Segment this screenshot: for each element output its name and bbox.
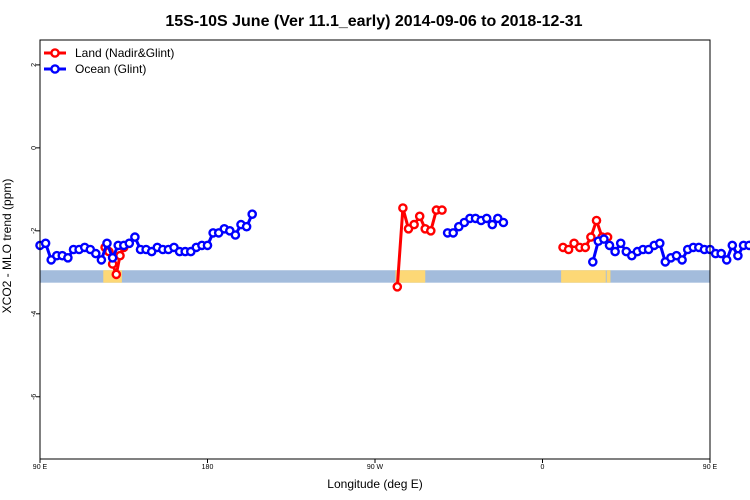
ocean-point — [247, 209, 257, 219]
ocean-point — [498, 217, 509, 228]
land-point — [392, 281, 403, 292]
y-axis-title: XCO2 - MLO trend (ppm) — [0, 179, 14, 314]
ocean-point — [588, 257, 598, 267]
ocean-point — [744, 240, 750, 251]
y-tick-label: -6 — [31, 394, 38, 400]
y-axis: 2 0 -2 -4 -6 — [31, 63, 40, 400]
ocean-point — [727, 240, 738, 251]
ocean-legend-marker — [50, 64, 60, 74]
ocean-point — [721, 255, 732, 265]
ocean-point — [733, 250, 743, 261]
ocean-point — [63, 252, 73, 263]
x-axis: 90 E 180 90 W 0 90 E — [33, 459, 718, 471]
x-tick-label: 0 — [541, 464, 545, 471]
y-tick-label: 2 — [31, 63, 38, 67]
ocean-point — [599, 234, 609, 244]
ocean-point — [202, 240, 213, 251]
x-tick-label: 90 E — [703, 464, 718, 471]
y-tick-label: 0 — [31, 146, 38, 150]
band-layer — [40, 270, 710, 283]
ocean-point — [107, 252, 118, 263]
land-band — [395, 270, 426, 283]
land-point — [425, 225, 436, 236]
land-point — [563, 244, 574, 255]
y-tick-label: -2 — [31, 228, 38, 234]
ocean-point — [604, 240, 615, 251]
land-point — [414, 211, 425, 222]
ocean-point — [615, 238, 626, 249]
land-band — [606, 270, 611, 283]
ocean-point — [677, 255, 687, 265]
land-point — [437, 205, 447, 215]
land-legend-label: Land (Nadir&Glint) — [75, 46, 174, 60]
legend: Land (Nadir&Glint) Ocean (Glint) — [44, 46, 174, 76]
ocean-point — [487, 219, 498, 230]
land-point — [586, 232, 596, 242]
land-point — [409, 219, 419, 230]
ocean-point — [241, 221, 252, 232]
land-point — [115, 250, 125, 261]
ocean-point — [448, 228, 459, 238]
ocean-point — [91, 248, 101, 259]
land-point — [580, 242, 591, 253]
land-point — [591, 215, 602, 226]
ocean-point — [610, 246, 620, 257]
ocean-point — [481, 213, 492, 224]
x-tick-label: 90 E — [33, 464, 48, 471]
land-point — [398, 203, 408, 213]
ocean-point — [40, 238, 51, 249]
y-tick-label: -4 — [31, 311, 38, 317]
x-tick-label: 90 W — [367, 464, 384, 471]
ocean-band — [40, 270, 710, 283]
ocean-point — [230, 230, 241, 240]
ocean-point — [102, 238, 112, 249]
land-point — [111, 269, 122, 280]
ocean-point — [96, 255, 107, 265]
x-axis-title: Longitude (deg E) — [327, 477, 422, 491]
ocean-legend-label: Ocean (Glint) — [75, 62, 146, 76]
ocean-point — [716, 248, 727, 259]
land-legend-marker — [50, 48, 60, 58]
ocean-point — [124, 238, 135, 249]
chart-title: 15S-10S June (Ver 11.1_early) 2014-09-06… — [165, 13, 582, 30]
series-layer — [35, 203, 750, 292]
x-tick-label: 180 — [202, 464, 214, 471]
land-band — [561, 270, 606, 283]
ocean-point — [655, 238, 665, 249]
ocean-point — [130, 232, 140, 242]
